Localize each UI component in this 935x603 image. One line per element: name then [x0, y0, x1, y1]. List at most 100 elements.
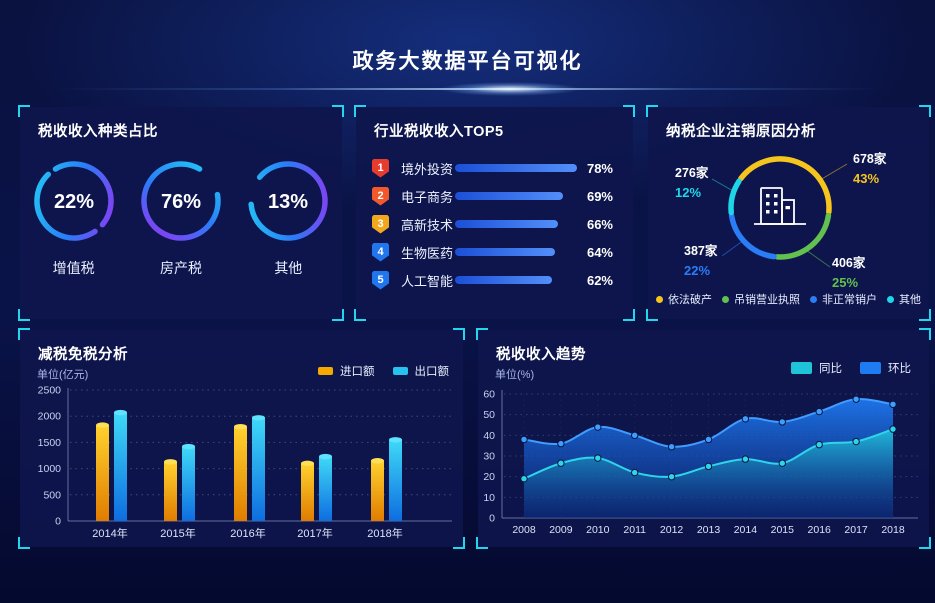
legend-item[interactable]: 其他: [887, 291, 921, 307]
reason-legend: 依法破产 吊销营业执照 非正常销户 其他: [648, 291, 929, 307]
bar-chart-legend: 进口额 出口额: [318, 363, 449, 379]
top5-row: 2 电子商务 69%: [356, 182, 633, 210]
top5-row: 4 生物医药 64%: [356, 238, 633, 266]
donut-label: 增值税: [52, 260, 95, 276]
legend-label: 进口额: [340, 366, 375, 378]
industry-label: 生物医药: [401, 245, 454, 261]
industry-label: 境外投资: [401, 161, 454, 177]
bar-进口额: [164, 461, 177, 521]
bar-出口额: [114, 412, 127, 521]
corner-decoration: [646, 105, 658, 117]
legend-item[interactable]: 进口额: [318, 363, 375, 379]
corner-decoration: [919, 309, 931, 321]
legend-swatch-icon: [392, 367, 408, 375]
reason-donut-chart: 678家 43% 406家 25% 387家 22% 276家 12%: [648, 107, 929, 319]
industry-label: 人工智能: [401, 273, 454, 289]
panel-tax-trend: 税收收入趋势 单位(%) 同比 环比 0 10 20 30 40 50 60 2008 2009 2…: [476, 328, 931, 549]
svg-text:10: 10: [483, 492, 495, 504]
svg-text:2012: 2012: [660, 524, 684, 536]
legend-item[interactable]: 吊销营业执照: [722, 291, 800, 307]
corner-decoration: [623, 105, 635, 117]
svg-text:2009: 2009: [549, 524, 573, 536]
svg-text:1500: 1500: [38, 437, 62, 449]
svg-text:2017: 2017: [844, 524, 868, 536]
legend-swatch-icon: [791, 362, 812, 374]
svg-text:2500: 2500: [38, 385, 62, 397]
slice-callout: 406家 25%: [832, 253, 865, 294]
corner-decoration: [919, 537, 931, 549]
panel-title-cancel-reason: 纳税企业注销原因分析: [666, 124, 816, 140]
slice-callout: 387家 22%: [684, 241, 717, 282]
industry-percent: 78%: [586, 160, 613, 176]
legend-label: 依法破产: [668, 294, 712, 306]
svg-text:2011: 2011: [623, 524, 646, 536]
svg-text:22%: 22%: [54, 191, 94, 213]
legend-label: 非正常销户: [822, 294, 877, 306]
donut-label: 房产税: [159, 260, 202, 276]
top5-row: 3 高新技术 66%: [356, 210, 633, 238]
legend-item[interactable]: 非正常销户: [810, 291, 877, 307]
legend-item[interactable]: 出口额: [392, 363, 450, 379]
corner-decoration: [919, 328, 931, 340]
bar-出口额: [182, 446, 195, 521]
bar-出口额: [389, 439, 402, 521]
svg-text:13%: 13%: [268, 191, 308, 213]
svg-text:2010: 2010: [586, 524, 610, 536]
svg-text:50: 50: [483, 409, 495, 421]
svg-text:2008: 2008: [512, 524, 536, 536]
industry-label: 电子商务: [401, 189, 454, 205]
svg-text:20: 20: [483, 471, 495, 483]
panel-cancel-reason: 纳税企业注销原因分析 678家 43% 406家 25% 387家 22% 276家 12% …: [646, 105, 931, 321]
corner-decoration: [18, 328, 30, 340]
svg-text:2015年: 2015年: [160, 526, 195, 540]
panel-title-tax-type: 税收收入种类占比: [38, 124, 158, 140]
svg-text:2000: 2000: [38, 411, 62, 423]
top5-row: 1 境外投资 78%: [356, 154, 633, 182]
bar-进口额: [96, 425, 109, 521]
legend-item[interactable]: 环比: [860, 360, 911, 376]
corner-decoration: [476, 537, 488, 549]
panel-tax-type: 税收收入种类占比 22% 增值税 76% 房产税 13% 其他: [18, 105, 344, 321]
corner-decoration: [919, 105, 931, 117]
svg-text:40: 40: [483, 430, 495, 442]
legend-label: 同比: [819, 363, 842, 375]
svg-text:2017年: 2017年: [297, 526, 332, 540]
bar-出口额: [319, 456, 332, 521]
svg-text:2015: 2015: [771, 524, 795, 536]
legend-label: 环比: [888, 363, 911, 375]
industry-percent: 62%: [586, 272, 613, 288]
industry-bar: [455, 220, 558, 228]
slice-count: 276家: [675, 166, 709, 180]
svg-text:500: 500: [43, 489, 61, 501]
corner-decoration: [453, 537, 465, 549]
area-chart-legend: 同比 环比: [791, 360, 911, 376]
legend-dot-icon: [656, 295, 663, 303]
slice-callout: 276家 12%: [675, 163, 708, 204]
bar-出口额: [252, 417, 265, 521]
industry-bar: [455, 276, 552, 284]
svg-text:1000: 1000: [38, 463, 62, 475]
slice-count: 678家: [853, 152, 887, 166]
page-title: 政务大数据平台可视化: [352, 50, 583, 73]
svg-text:76%: 76%: [161, 191, 201, 213]
svg-text:2016: 2016: [808, 524, 832, 536]
industry-percent: 69%: [586, 188, 613, 204]
slice-callout: 678家 43%: [853, 149, 886, 190]
corner-decoration: [354, 105, 366, 117]
area-chart: 0 10 20 30 40 50 60 2008 2009 2010 2011 2012 2013 201…: [483, 389, 918, 536]
donut-chart: 76% 房产税: [138, 158, 224, 278]
unit-label: 单位(%): [495, 369, 535, 381]
legend-label: 出口额: [414, 366, 450, 378]
corner-decoration: [18, 309, 30, 321]
unit-label: 单位(亿元): [37, 369, 89, 381]
corner-decoration: [623, 309, 635, 321]
corner-decoration: [354, 309, 366, 321]
svg-text:0: 0: [55, 516, 61, 528]
legend-item[interactable]: 同比: [791, 360, 842, 376]
panel-tax-relief: 减税免税分析 单位(亿元) 进口额 出口额 0 500 1000 1500 2000 250…: [18, 328, 465, 549]
legend-swatch-icon: [860, 362, 881, 374]
legend-item[interactable]: 依法破产: [656, 291, 712, 307]
industry-bar: [455, 164, 577, 172]
corner-decoration: [453, 328, 465, 340]
legend-label: 其他: [899, 294, 921, 306]
